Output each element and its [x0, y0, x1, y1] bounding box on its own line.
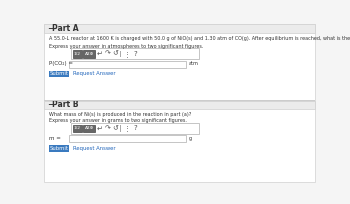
Text: m =: m =: [49, 136, 61, 141]
Text: −: −: [47, 100, 53, 109]
Bar: [44, 24, 315, 100]
Text: ↷: ↷: [104, 125, 110, 131]
Text: Request Answer: Request Answer: [73, 71, 116, 76]
Bar: [49, 71, 69, 77]
Text: Submit: Submit: [50, 71, 69, 76]
Text: atm: atm: [189, 61, 198, 66]
Text: ↷: ↷: [104, 51, 110, 57]
Text: ↺: ↺: [112, 125, 118, 131]
Text: ↺: ↺: [112, 51, 118, 57]
Bar: [49, 145, 69, 152]
Text: Express your answer in grams to two significant figures.: Express your answer in grams to two sign…: [49, 118, 187, 123]
Bar: [71, 123, 199, 134]
Text: 1/2: 1/2: [74, 52, 81, 56]
Bar: [120, 125, 121, 132]
Text: Express your answer in atmospheres to two significant figures.: Express your answer in atmospheres to tw…: [49, 44, 204, 49]
Bar: [73, 50, 82, 58]
Text: ⋮: ⋮: [124, 51, 131, 57]
Bar: [44, 101, 315, 109]
Text: Part B: Part B: [52, 100, 79, 109]
Text: A 55.0-L reactor at 1600 K is charged with 50.0 g of NiO(s) and 1.30 atm of CO(g: A 55.0-L reactor at 1600 K is charged wi…: [49, 36, 350, 41]
Bar: [44, 24, 315, 33]
Bar: [44, 101, 315, 182]
Text: What mass of Ni(s) is produced in the reaction in part (a)?: What mass of Ni(s) is produced in the re…: [49, 112, 191, 117]
Text: −: −: [47, 24, 53, 33]
Text: 1/2: 1/2: [74, 126, 81, 130]
Text: ?: ?: [133, 51, 137, 57]
Text: AΣΦ: AΣΦ: [85, 52, 94, 56]
Bar: [71, 48, 199, 59]
Text: Submit: Submit: [50, 146, 69, 151]
Bar: [120, 51, 121, 57]
Text: g: g: [189, 136, 192, 141]
Bar: [44, 100, 315, 101]
Text: ↵: ↵: [97, 125, 103, 131]
Text: ⋮: ⋮: [124, 125, 131, 131]
Text: ?: ?: [133, 125, 137, 131]
Text: Request Answer: Request Answer: [73, 146, 116, 151]
Text: P(CO₂) =: P(CO₂) =: [49, 61, 73, 66]
Text: ↵: ↵: [97, 51, 103, 57]
Bar: [69, 61, 186, 68]
Bar: [83, 125, 95, 132]
Text: AΣΦ: AΣΦ: [85, 126, 94, 130]
Bar: [83, 50, 95, 58]
Text: Part A: Part A: [52, 24, 79, 33]
Bar: [69, 135, 186, 142]
Bar: [73, 125, 82, 132]
